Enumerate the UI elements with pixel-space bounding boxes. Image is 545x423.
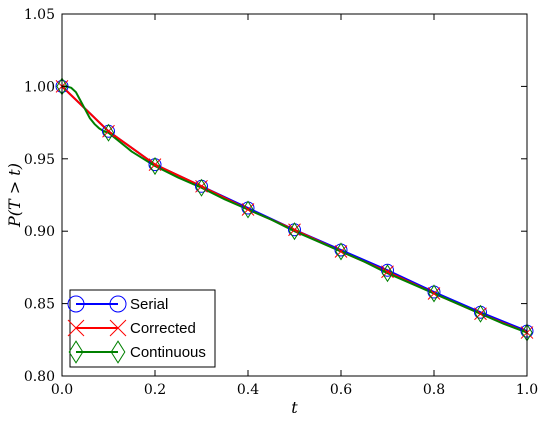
data-point-corrected-8 [427, 287, 441, 300]
y-tick-label: 0.90 [24, 224, 55, 240]
data-point-continuous-2 [149, 157, 161, 176]
data-point-continuous-5 [288, 222, 301, 241]
data-point-continuous-6 [335, 242, 347, 261]
legend-marker-corrected-end [109, 319, 127, 337]
legend-marker-continuous-start [68, 340, 84, 364]
legend-label-corrected: Corrected [130, 320, 196, 337]
y-tick-label: 1.05 [24, 7, 55, 23]
data-point-continuous-3 [195, 178, 208, 197]
x-tick-label: 0.0 [51, 382, 73, 398]
legend: Serial Corrected Continuous [67, 289, 216, 368]
series-line-continuous [62, 85, 527, 334]
data-point-continuous-1 [102, 123, 115, 142]
y-tick-label: 0.80 [24, 369, 55, 385]
legend-marker-serial-end [109, 295, 127, 313]
data-point-continuous-7 [381, 264, 394, 283]
data-point-corrected-4 [241, 203, 255, 216]
x-tick-label: 0.6 [330, 382, 352, 398]
y-tick-label: 1.00 [24, 79, 55, 95]
y-tick-label: 0.95 [24, 152, 55, 168]
data-point-continuous-4 [242, 200, 254, 219]
legend-label-continuous: Continuous [130, 344, 206, 361]
x-tick-label: 1.0 [516, 382, 538, 398]
data-point-corrected-9 [474, 307, 487, 321]
x-tick-label: 0.4 [237, 382, 259, 398]
axes: 0.0 0.2 0.4 0.6 0.8 1.0 0.80 0.85 0.90 0.95 1.00 1.… [24, 7, 538, 398]
plot-area [55, 77, 534, 342]
legend-marker-serial-start [67, 295, 85, 313]
data-point-continuous-9 [474, 304, 487, 323]
x-axis-label: t [291, 398, 298, 417]
legend-label-serial: Serial [130, 296, 168, 313]
legend-marker-corrected-start [67, 319, 85, 337]
plot-frame [61, 13, 528, 377]
y-axis-label: P(T > t) [5, 163, 24, 228]
x-tick-label: 0.8 [423, 382, 445, 398]
x-tick-label: 0.2 [144, 382, 166, 398]
data-point-continuous-8 [428, 284, 440, 303]
legend-marker-continuous-end [110, 340, 126, 364]
data-point-corrected-6 [334, 245, 348, 258]
y-tick-label: 0.85 [24, 297, 55, 313]
